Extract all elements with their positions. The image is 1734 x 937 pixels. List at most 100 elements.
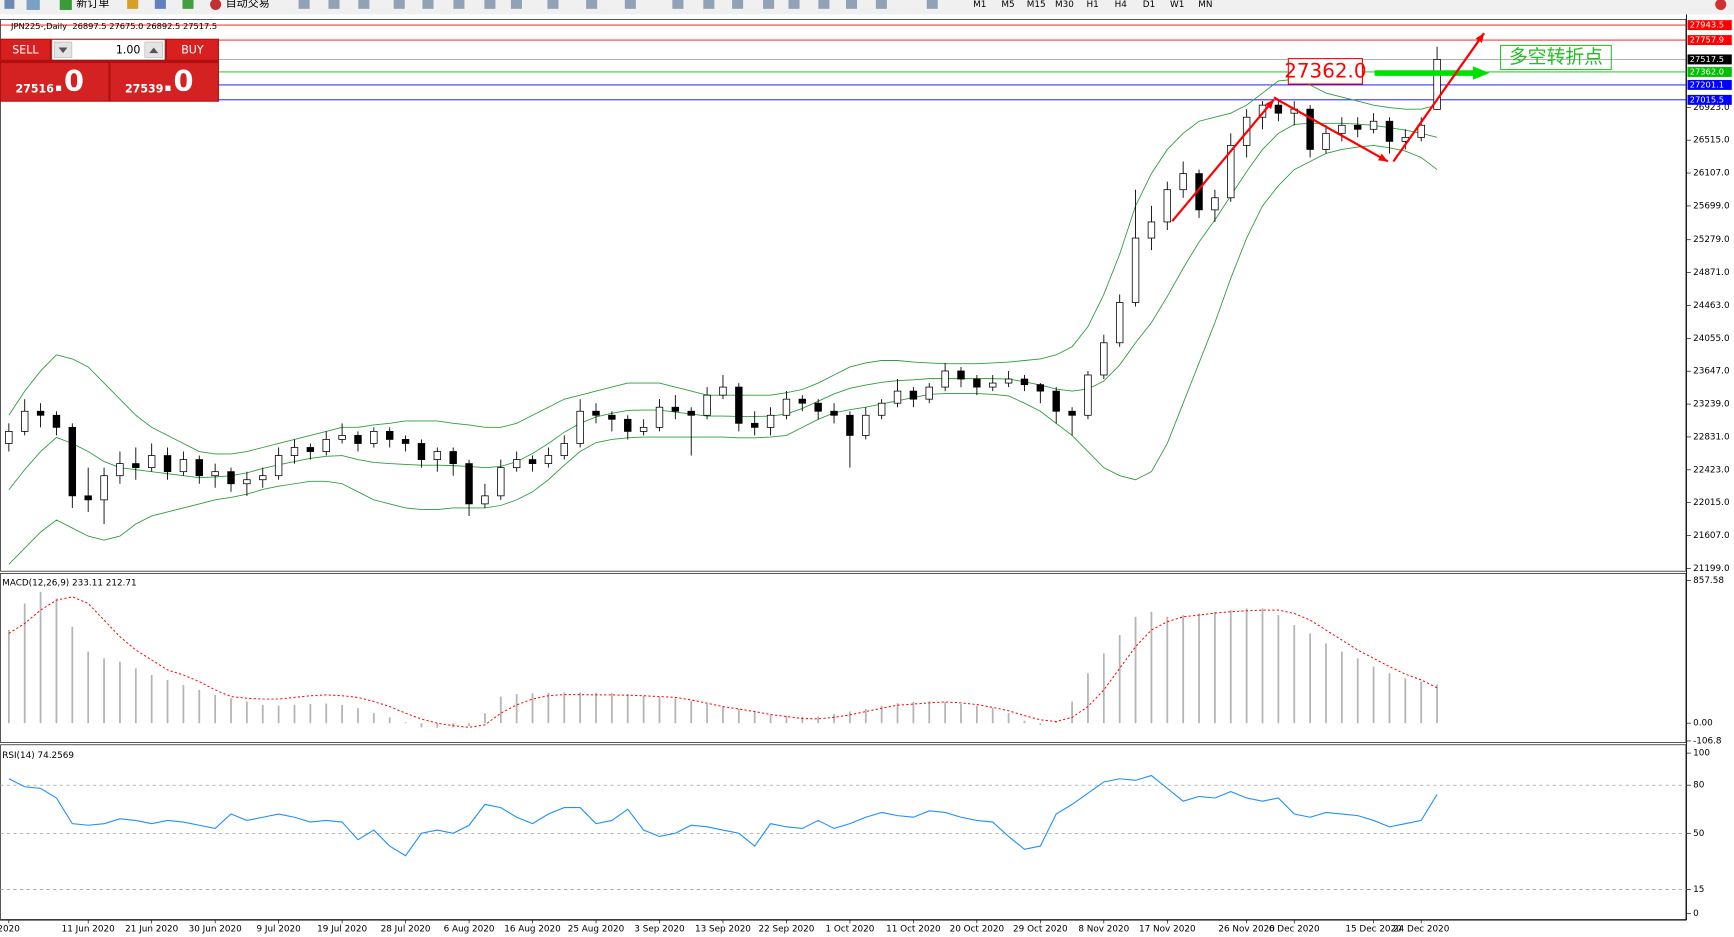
trend-arrow [1392,32,1485,163]
trend-arrow-head [1265,99,1274,110]
candle-body [1417,124,1425,138]
tool-icon[interactable] [732,0,744,9]
signal-line [8,596,1438,728]
tool-icon[interactable] [875,0,887,9]
tool-icon[interactable] [624,0,636,9]
candle-body [227,471,235,485]
icon[interactable] [127,0,139,9]
candle-body [528,459,537,464]
candle-body [1433,59,1441,110]
y-tick-label: 26107.0 [1693,169,1730,179]
ask-box[interactable] [110,63,218,101]
candle-body [766,414,775,428]
candle-body [1354,124,1362,130]
y-tick-label: 23647.0 [1693,367,1730,377]
chart-title: JPN225-,Daily 26897.5 27675.0 26892.5 27… [10,21,217,31]
candle-body [655,406,664,428]
icon [1715,0,1727,10]
candle-body [179,459,188,473]
y-tick-label: 857.58 [1693,576,1724,586]
tool-icon[interactable] [328,0,340,9]
candle-body [243,479,251,485]
x-tick-label: 9 Jul 2020 [256,924,301,934]
candle-body [1147,221,1156,239]
tool-icon[interactable] [845,0,858,9]
tool-icon[interactable] [393,0,405,9]
buy-button[interactable] [166,39,218,60]
new-order-button[interactable]: 新订单 [76,0,109,9]
x-tick-label: 17 Nov 2020 [1139,924,1196,934]
buy-label: BUY [181,43,204,56]
tool-icon[interactable] [484,0,496,9]
y-tick-label: 26515.0 [1693,136,1730,146]
tool-icon[interactable] [703,0,715,9]
candle-body [449,451,457,464]
y-tick-label: 22831.0 [1693,432,1730,442]
timeframe-button[interactable]: M15 [1027,0,1046,10]
level-label: 27201.1 [1690,79,1724,89]
y-tick-label: 80 [1693,781,1705,791]
timeframe-button[interactable]: H4 [1115,0,1128,10]
x-tick-label: Jun 2020 [0,924,20,934]
candle-body [1338,124,1346,134]
y-tick-label: 26923.0 [1693,103,1730,113]
arrow-icon [149,47,159,54]
candle-body [560,443,568,456]
tool-icon[interactable] [763,0,775,9]
level-tag [1687,79,1732,90]
icon[interactable] [182,0,194,9]
tool-icon[interactable] [358,0,370,9]
timeframe-button[interactable]: H1 [1086,0,1098,10]
tool-icon[interactable] [926,0,938,9]
auto-trading-button[interactable]: 自动交易 [226,0,270,9]
lot-input[interactable] [51,39,166,60]
candle-body [1227,145,1235,199]
x-tick-label: 6 Dec 2020 [1269,924,1320,934]
timeframe-button[interactable]: M1 [973,0,986,10]
icon[interactable] [154,0,166,9]
x-tick-label: 26 Nov 2020 [1218,924,1275,934]
timeframe-button[interactable]: MN [1198,0,1212,10]
tool-icon[interactable] [453,0,465,9]
y-tick-label: 25279.0 [1693,235,1730,245]
icon[interactable] [26,0,40,10]
x-tick-label: 3 Sep 2020 [634,924,685,934]
x-tick-label: 15 Dec 2020 [1345,924,1402,934]
timeframe-button[interactable]: W1 [1170,0,1184,10]
tool-icon[interactable] [298,0,310,9]
tool-icon[interactable] [422,0,434,9]
bid-box[interactable] [1,63,109,101]
tool-icon[interactable] [510,0,522,9]
x-tick-label: 6 Aug 2020 [444,924,495,934]
level-label: 27943.5 [1690,20,1724,30]
x-tick-label: 13 Sep 2020 [695,924,751,934]
x-tick-label: 25 Aug 2020 [568,924,625,934]
icon[interactable] [210,0,222,10]
candle-body [719,386,727,396]
timeframe-button[interactable]: M30 [1055,0,1074,10]
x-tick-label: 19 Jul 2020 [317,924,367,934]
candle-body [1052,390,1060,412]
timeframe-button[interactable]: D1 [1143,0,1155,10]
candle-body [433,451,442,460]
candle-body [1084,374,1092,416]
annotation-box [1500,44,1612,71]
ask-price: 27539 [125,83,163,96]
tool-icon[interactable] [788,0,800,9]
tool-icon[interactable] [818,0,830,9]
x-tick-label: 11 Jun 2020 [62,924,115,934]
timeframe-button[interactable]: M5 [1001,0,1014,10]
sell-button[interactable] [1,39,50,60]
candle-body [1274,104,1283,114]
tool-icon[interactable] [547,0,559,9]
tool-icon[interactable] [672,0,684,9]
level-label: 27517.5 [1690,54,1724,64]
y-tick-label: 24871.0 [1693,268,1730,278]
sell-label: SELL [12,43,39,56]
candle-body [417,443,426,460]
lot-value: 1.00 [116,43,141,56]
tool-icon[interactable] [586,0,598,9]
candle-body [36,410,45,416]
icon[interactable] [59,0,72,10]
